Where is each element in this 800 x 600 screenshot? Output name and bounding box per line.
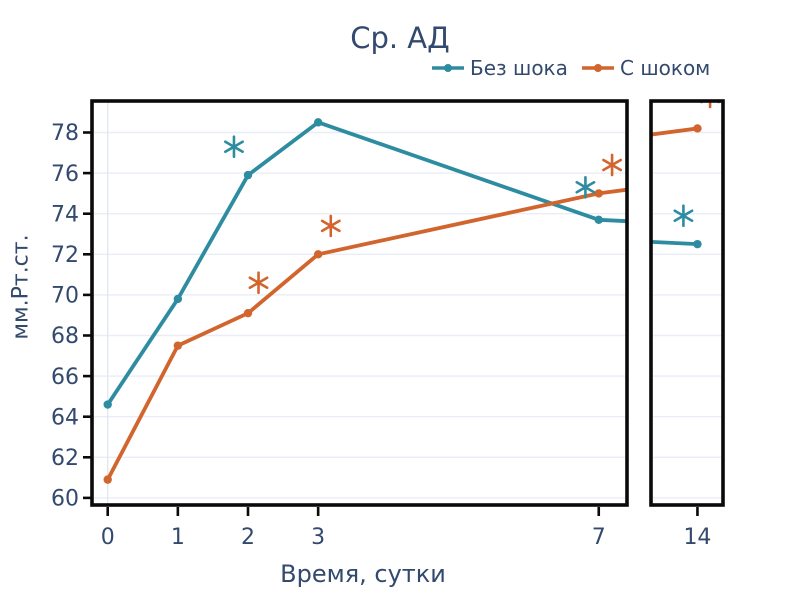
data-point-marker: [103, 400, 112, 409]
axes-spines-right-panel: [649, 99, 725, 507]
data-point-marker: [313, 250, 323, 259]
x-axis-label: Время, сутки: [280, 560, 446, 588]
legend: Без шока С шоком: [432, 56, 710, 80]
y-tick-label: 74: [51, 202, 79, 227]
data-point-marker: [313, 118, 323, 127]
y-tick-label: 62: [51, 446, 79, 471]
data-point-marker: [693, 124, 702, 133]
asterisk-stroke: [673, 209, 694, 223]
y-tick-label: 72: [51, 243, 79, 268]
y-tick-label: 66: [51, 365, 79, 390]
asterisk-stroke: [320, 219, 341, 233]
legend-label-s-shokom: С шоком: [620, 56, 710, 80]
y-tick-label: 68: [51, 324, 79, 349]
x-tick-label: 14: [683, 525, 711, 550]
asterisk-stroke: [224, 140, 244, 154]
series-line-s-shokom: [105, 187, 627, 482]
series-line-s-shokom: [651, 126, 700, 137]
data-point-marker: [594, 189, 603, 198]
series-line-bez-shoka: [105, 120, 627, 407]
significance-asterisk: [602, 153, 623, 177]
x-tick-label: 7: [592, 525, 606, 550]
asterisk-stroke: [575, 181, 596, 194]
y-axis-label: мм.Рт.ст.: [9, 234, 34, 339]
axes-spines-left-panel: [90, 99, 629, 507]
y-tick-label: 70: [51, 284, 79, 309]
significance-asterisk: [320, 214, 341, 238]
y-tick-label: 78: [51, 121, 79, 146]
legend-item-bez-shoka: Без шока: [432, 56, 568, 80]
y-tick-label: 60: [51, 487, 79, 512]
significance-asterisk: [673, 204, 694, 228]
legend-label-bez-shoka: Без шока: [470, 56, 568, 80]
legend-marker-orange: [594, 64, 602, 72]
legend-marker-teal: [444, 64, 452, 72]
data-point-marker: [693, 239, 702, 249]
significance-asterisk: [575, 176, 596, 199]
y-tick-label: 64: [51, 405, 79, 430]
data-point-marker: [173, 341, 183, 350]
significance-asterisk: [700, 101, 721, 109]
x-tick-label: 0: [101, 525, 115, 550]
y-tick-label: 76: [51, 162, 79, 187]
plot-area: 60 62 64 66 68 70 72 74 76 78 0 1 2 3 7 14: [51, 99, 725, 550]
x-tick-label: 1: [171, 525, 185, 550]
legend-item-s-shokom: С шоком: [582, 56, 710, 80]
asterisk-stroke: [602, 158, 623, 172]
series-line-bez-shoka: [651, 239, 700, 247]
chart-title: Ср. АД: [350, 21, 450, 55]
x-tick-label: 2: [241, 525, 255, 550]
data-point-marker: [594, 215, 603, 224]
significance-asterisk: [248, 271, 269, 295]
data-point-marker: [243, 308, 253, 318]
data-point-marker: [243, 170, 253, 180]
data-point-marker: [173, 294, 183, 304]
asterisk-stroke: [248, 276, 269, 290]
x-tick-label: 3: [311, 525, 325, 550]
data-point-marker: [103, 475, 112, 484]
significance-asterisk: [224, 135, 244, 159]
